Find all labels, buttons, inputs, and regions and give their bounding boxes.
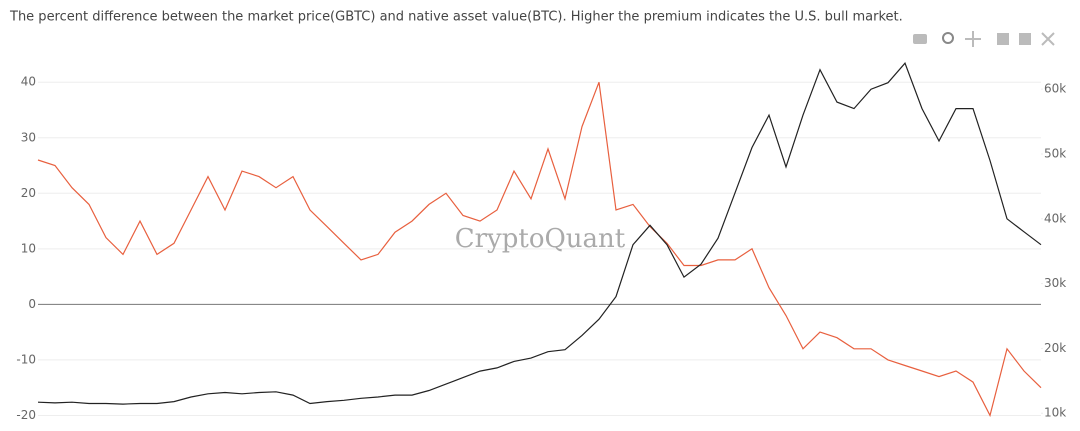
y-tick-label: 40 xyxy=(21,75,36,89)
y2-tick-label: 40k xyxy=(1044,211,1066,225)
zoom-icon[interactable] xyxy=(942,32,954,44)
reset-icon[interactable] xyxy=(1041,32,1055,46)
y-tick-label: 20 xyxy=(21,186,36,200)
y2-tick-label: 50k xyxy=(1044,146,1066,160)
camera-icon[interactable] xyxy=(913,34,927,44)
chart-subtitle: The percent difference between the marke… xyxy=(9,10,903,25)
series-line xyxy=(37,62,1042,405)
pan-icon[interactable] xyxy=(965,31,981,47)
y-tick-label: 30 xyxy=(21,130,36,144)
zoom-in-icon[interactable] xyxy=(997,33,1009,45)
watermark: CryptoQuant xyxy=(455,224,626,254)
y2-tick-label: 20k xyxy=(1044,341,1066,355)
toolbar[interactable] xyxy=(913,31,1055,47)
y2-tick-label: 30k xyxy=(1044,276,1066,290)
y-tick-label: -20 xyxy=(16,408,36,422)
y2-tick-label: 60k xyxy=(1044,82,1066,96)
series-line xyxy=(37,81,1042,418)
zoom-out-icon[interactable] xyxy=(1019,33,1031,45)
y-tick-label: -10 xyxy=(16,352,36,366)
y-tick-label: 0 xyxy=(28,297,36,311)
y-tick-label: 10 xyxy=(21,241,36,255)
y2-tick-label: 10k xyxy=(1044,406,1066,420)
